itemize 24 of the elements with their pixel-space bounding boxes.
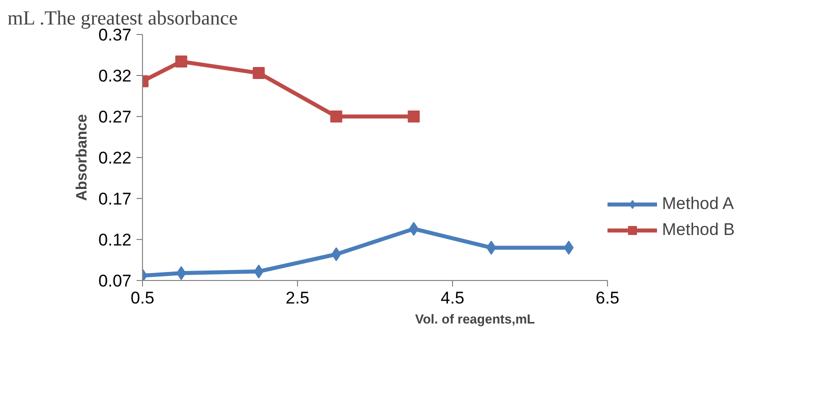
y-tick-label: 0.12: [98, 230, 132, 250]
x-tick-label: 4.5: [440, 288, 464, 308]
point: [330, 110, 342, 122]
x-tick-label: 0.5: [130, 288, 154, 308]
y-tick-label: 0.22: [98, 148, 132, 168]
point: [254, 264, 264, 278]
point: [408, 222, 419, 236]
x-axis-title: Vol. of reagents,mL: [415, 312, 535, 326]
legend-label: Method A: [662, 194, 734, 214]
point: [331, 247, 342, 262]
point: [252, 67, 265, 80]
x-tick-label: 6.5: [596, 288, 620, 308]
y-tick-label: 0.17: [98, 190, 132, 208]
legend-label: Method B: [662, 220, 735, 240]
x-tick-label: 2.5: [286, 288, 310, 308]
point: [175, 56, 188, 68]
point: [564, 240, 574, 255]
point: [408, 110, 420, 122]
point: [176, 266, 186, 280]
y-tick-label: 0.07: [98, 272, 132, 290]
y-tick-label: 0.32: [98, 66, 132, 86]
y-axis-title: Absorbance: [73, 114, 90, 201]
y-tick-label: 0.27: [98, 108, 132, 126]
point: [486, 240, 496, 255]
